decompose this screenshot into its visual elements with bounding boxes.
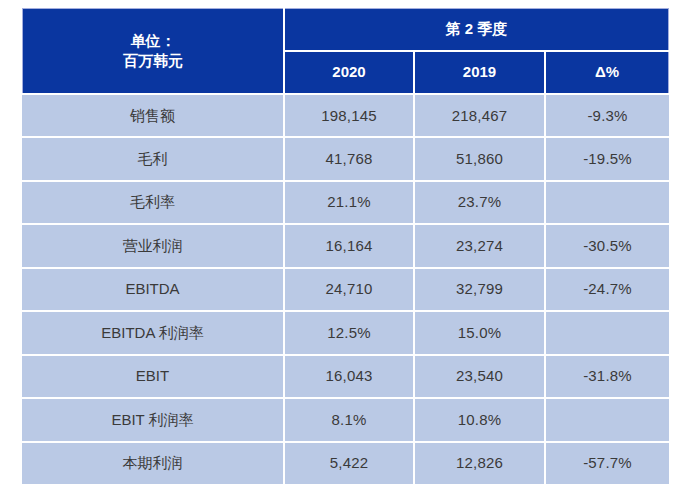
cell-ebit-2020: 16,043 [285, 356, 413, 397]
row-label-gross-profit: 毛利 [22, 138, 283, 179]
cell-sales-2020: 198,145 [285, 95, 413, 136]
column-header-2020: 2020 [285, 52, 413, 93]
cell-net-profit-2020: 5,422 [285, 443, 413, 484]
row-label-ebit-margin: EBIT 利润率 [22, 399, 283, 440]
row-label-sales: 销售额 [22, 95, 283, 136]
cell-operating-profit-2020: 16,164 [285, 225, 413, 266]
row-label-ebitda: EBITDA [22, 269, 283, 310]
cell-gross-margin-delta [546, 182, 669, 223]
row-label-gross-margin: 毛利率 [22, 182, 283, 223]
cell-operating-profit-delta: -30.5% [546, 225, 669, 266]
cell-ebitda-margin-2020: 12.5% [285, 312, 413, 353]
cell-ebitda-2019: 32,799 [415, 269, 544, 310]
cell-ebitda-2020: 24,710 [285, 269, 413, 310]
cell-gross-profit-2019: 51,860 [415, 138, 544, 179]
row-label-ebitda-margin: EBITDA 利润率 [22, 312, 283, 353]
unit-header-cell: 单位： 百万韩元 [22, 8, 283, 93]
cell-ebitda-delta: -24.7% [546, 269, 669, 310]
row-label-operating-profit: 营业利润 [22, 225, 283, 266]
page-background: 单位： 百万韩元 第 2 季度 2020 2019 Δ% 销售额 198,145… [0, 0, 695, 500]
row-label-ebit: EBIT [22, 356, 283, 397]
cell-ebit-margin-2020: 8.1% [285, 399, 413, 440]
cell-ebit-delta: -31.8% [546, 356, 669, 397]
cell-sales-2019: 218,467 [415, 95, 544, 136]
cell-gross-profit-2020: 41,768 [285, 138, 413, 179]
cell-gross-profit-delta: -19.5% [546, 138, 669, 179]
cell-ebit-margin-2019: 10.8% [415, 399, 544, 440]
cell-ebit-2019: 23,540 [415, 356, 544, 397]
cell-gross-margin-2020: 21.1% [285, 182, 413, 223]
unit-label-line1: 单位： [131, 31, 176, 51]
quarter-header-cell: 第 2 季度 [285, 8, 669, 50]
cell-sales-delta: -9.3% [546, 95, 669, 136]
unit-label-line2: 百万韩元 [123, 51, 183, 71]
column-header-2019: 2019 [415, 52, 544, 93]
cell-ebitda-margin-delta [546, 312, 669, 353]
cell-ebitda-margin-2019: 15.0% [415, 312, 544, 353]
cell-operating-profit-2019: 23,274 [415, 225, 544, 266]
cell-ebit-margin-delta [546, 399, 669, 440]
cell-net-profit-delta: -57.7% [546, 443, 669, 484]
cell-gross-margin-2019: 23.7% [415, 182, 544, 223]
financial-results-table: 单位： 百万韩元 第 2 季度 2020 2019 Δ% 销售额 198,145… [22, 8, 673, 484]
column-header-delta: Δ% [546, 52, 669, 93]
row-label-net-profit: 本期利润 [22, 443, 283, 484]
cell-net-profit-2019: 12,826 [415, 443, 544, 484]
